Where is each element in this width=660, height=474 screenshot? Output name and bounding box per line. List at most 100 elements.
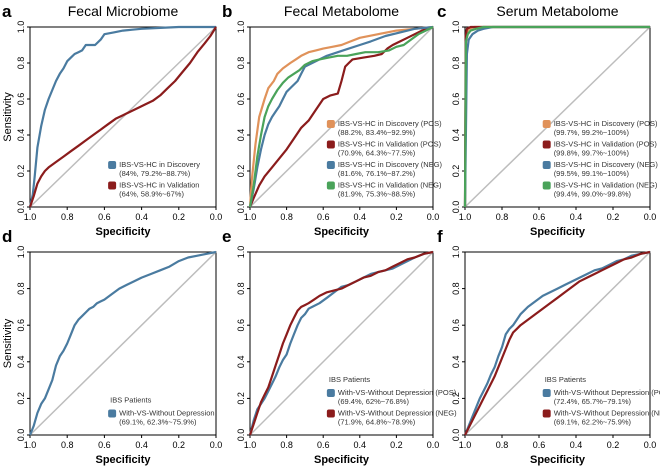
x-tick-label: 0.8 bbox=[496, 440, 509, 450]
legend-swatch bbox=[542, 409, 551, 418]
x-tick-label: 0.2 bbox=[607, 212, 620, 222]
x-tick-label: 0.8 bbox=[280, 212, 293, 222]
y-tick-label: 0.8 bbox=[236, 282, 246, 295]
roc-curve bbox=[248, 25, 434, 208]
y-tick-label: 0.6 bbox=[236, 319, 246, 332]
panel-label: f bbox=[437, 227, 443, 246]
x-tick-label: 1.0 bbox=[244, 440, 257, 450]
roc-curve bbox=[463, 25, 650, 208]
y-tick-label: 0.8 bbox=[451, 57, 461, 70]
legend-heading: IBS Patients bbox=[110, 396, 152, 405]
x-tick-label: 0.2 bbox=[173, 212, 186, 222]
panel-b: b Fecal Metabolome 1.0 0.8 0.6 0.4 0.2 0.0 0.0 0.… bbox=[222, 2, 443, 238]
x-tick-label: 0.2 bbox=[173, 440, 186, 450]
legend-swatch bbox=[542, 120, 551, 128]
legend-swatch bbox=[542, 181, 551, 190]
legend-label: With-VS-Without Depression (NEG) bbox=[554, 409, 660, 418]
legend-ci: (69.4%, 62%~76.8%) bbox=[338, 397, 410, 406]
panel-label: d bbox=[2, 227, 12, 246]
x-tick-label: 0.6 bbox=[98, 440, 111, 450]
panel-a: a Fecal Microbiome 1.0 0.8 0.6 0.4 0.2 0.0 0.0 0.… bbox=[2, 2, 222, 238]
x-tick-label: 1.0 bbox=[244, 212, 257, 222]
y-tick-label: 0.4 bbox=[16, 129, 26, 142]
legend-swatch bbox=[326, 120, 335, 128]
y-axis-label: Sensitivity bbox=[2, 92, 14, 142]
reference-diagonal bbox=[464, 26, 651, 208]
y-tick-label: 0.0 bbox=[236, 429, 246, 442]
x-axis-label: Specificity bbox=[530, 226, 586, 238]
x-tick-label: 0.2 bbox=[607, 440, 620, 450]
legend-swatch bbox=[326, 409, 335, 418]
legend-label: With-VS-Without Depression (NEG) bbox=[338, 409, 457, 418]
y-tick-label: 1.0 bbox=[236, 246, 246, 259]
legend-swatch bbox=[542, 389, 551, 397]
x-tick-label: 0.6 bbox=[533, 212, 546, 222]
roc-curve bbox=[28, 25, 216, 208]
x-tick-label: 0.0 bbox=[644, 212, 657, 222]
roc-curve bbox=[248, 25, 434, 208]
legend-label: With-VS-Without Depression bbox=[119, 409, 214, 418]
y-tick-label: 1.0 bbox=[16, 246, 26, 259]
legend-heading: IBS Patients bbox=[329, 375, 371, 384]
reference-diagonal bbox=[249, 26, 434, 208]
x-axis-label: Specificity bbox=[530, 454, 586, 466]
panel-e: e 1.0 0.8 0.6 0.4 0.2 0.0 0.0 0.2 0.4 0.6 0.8 1.0 Spe… bbox=[222, 227, 457, 466]
legend-label: IBS-VS-HC in Validation (POS) bbox=[554, 140, 658, 149]
legend-ci: (72.4%, 65.7%~79.1%) bbox=[554, 397, 632, 406]
panel-label: c bbox=[437, 2, 446, 21]
legend-ci: (70.9%, 64.3%~77.5%) bbox=[338, 149, 416, 158]
y-tick-label: 0.6 bbox=[236, 93, 246, 106]
legend-swatch bbox=[326, 161, 335, 169]
x-axis-label: Specificity bbox=[95, 454, 151, 466]
legend-swatch bbox=[108, 181, 117, 190]
x-axis-label: Specificity bbox=[314, 454, 370, 466]
y-tick-label: 1.0 bbox=[451, 246, 461, 259]
plot-frame bbox=[29, 26, 217, 208]
chart-title: Fecal Microbiome bbox=[68, 3, 179, 19]
legend-swatch bbox=[542, 140, 551, 149]
y-tick-label: 0.8 bbox=[16, 282, 26, 295]
plot-frame bbox=[249, 251, 434, 436]
x-tick-label: 0.6 bbox=[317, 212, 330, 222]
y-tick-label: 0.4 bbox=[236, 129, 246, 142]
y-tick-label: 0.0 bbox=[236, 201, 246, 214]
x-tick-label: 0.0 bbox=[427, 212, 440, 222]
x-tick-label: 0.0 bbox=[427, 440, 440, 450]
x-tick-label: 0.8 bbox=[280, 440, 293, 450]
x-tick-label: 0.0 bbox=[210, 440, 223, 450]
legend-label: IBS-VS-HC in Discovery bbox=[119, 160, 200, 169]
y-tick-label: 1.0 bbox=[451, 21, 461, 34]
chart-title: Serum Metabolome bbox=[496, 3, 618, 19]
y-tick-label: 0.8 bbox=[236, 57, 246, 70]
y-tick-label: 0.2 bbox=[451, 165, 461, 178]
x-tick-label: 0.4 bbox=[354, 440, 367, 450]
panel-label: b bbox=[222, 2, 232, 21]
x-tick-label: 1.0 bbox=[459, 440, 472, 450]
roc-curve bbox=[464, 250, 651, 436]
x-tick-label: 0.6 bbox=[533, 440, 546, 450]
x-tick-label: 0.6 bbox=[98, 212, 111, 222]
legend-ci: (88.2%, 83.4%~92.9%) bbox=[338, 128, 416, 137]
x-tick-label: 1.0 bbox=[24, 212, 37, 222]
y-tick-label: 0.6 bbox=[16, 93, 26, 106]
x-tick-label: 0.4 bbox=[135, 440, 148, 450]
chart-title: Fecal Metabolome bbox=[284, 3, 399, 19]
x-tick-label: 0.0 bbox=[210, 212, 223, 222]
legend-label: IBS-VS-HC in Discovery (POS) bbox=[338, 119, 442, 128]
y-tick-label: 0.4 bbox=[16, 356, 26, 369]
y-tick-label: 0.2 bbox=[236, 392, 246, 405]
y-tick-label: 0.2 bbox=[16, 392, 26, 405]
panel-label: a bbox=[2, 2, 12, 21]
legend-ci: (69.1%, 62.2%~75.9%) bbox=[554, 418, 632, 427]
x-tick-label: 0.6 bbox=[317, 440, 330, 450]
legend-label: IBS-VS-HC in Discovery (NEG) bbox=[338, 160, 443, 169]
legend-ci: (64%, 58.9%~67%) bbox=[119, 190, 184, 199]
x-tick-label: 0.4 bbox=[570, 212, 583, 222]
legend-label: IBS-VS-HC in Discovery (POS) bbox=[554, 119, 658, 128]
legend-label: IBS-VS-HC in Discovery (NEG) bbox=[554, 160, 659, 169]
plot-frame bbox=[249, 26, 434, 208]
roc-curve bbox=[28, 26, 217, 208]
y-tick-label: 0.0 bbox=[16, 429, 26, 442]
roc-curve bbox=[248, 250, 434, 436]
